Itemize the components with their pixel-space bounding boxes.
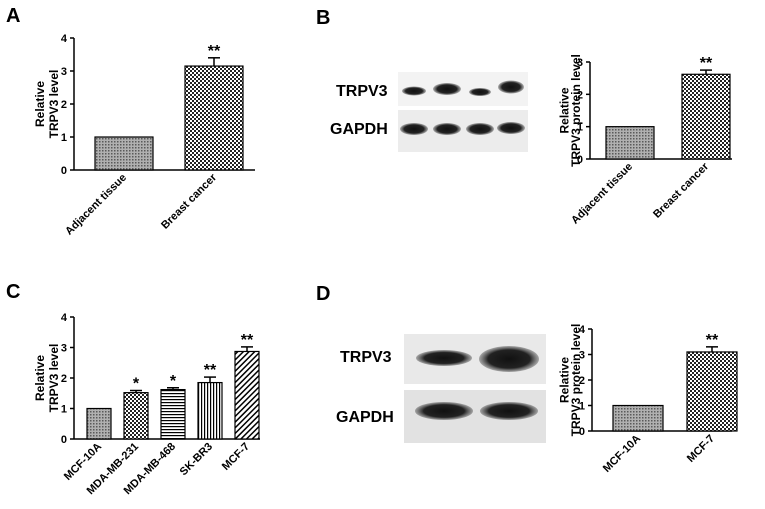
y-tick-label-a: 2	[61, 99, 67, 111]
blot-b-trpv3-band	[433, 83, 461, 95]
blot-b-trpv3-band	[498, 80, 524, 94]
y-tick-label-c: 4	[61, 312, 68, 324]
blot-b-gapdh-band	[466, 123, 494, 135]
y-tick-label-a: 0	[61, 165, 67, 177]
blot-d-trpv3-band	[416, 350, 472, 366]
significance-mark-c: *	[133, 376, 140, 393]
category-label-b: Adjacent tissue	[569, 161, 635, 227]
category-label-a: Breast cancer	[159, 171, 219, 231]
y-axis-title-c: RelativeTRPV3 level	[33, 344, 61, 413]
category-label-d: MCF-10A	[601, 433, 643, 475]
blot-b-trpv3-band	[402, 86, 426, 96]
y-tick-label-c: 2	[61, 373, 67, 385]
western-blot-b: TRPV3 GAPDH	[330, 72, 528, 152]
blot-b-gapdh-band	[400, 123, 428, 135]
bar-b	[681, 73, 731, 160]
y-axis-title-a: RelativeTRPV3 level	[33, 70, 61, 139]
y-tick-label-d: 4	[579, 324, 586, 336]
western-blot-d: TRPV3 GAPDH	[336, 334, 546, 443]
blot-d-trpv3-label: TRPV3	[340, 349, 392, 366]
significance-mark-d: **	[706, 332, 719, 349]
y-tick-label-d: 1	[579, 401, 585, 413]
bar-c	[197, 381, 223, 440]
panel-label-c: C	[6, 281, 20, 303]
category-label-c: MCF-7	[220, 441, 252, 473]
y-tick-label-a: 3	[61, 66, 67, 78]
y-tick-label-a: 1	[61, 132, 67, 144]
significance-mark-b: **	[700, 55, 713, 72]
y-axis-title-d: RelativeTRPV3 protein level	[558, 324, 584, 437]
category-label-a: Adjacent tissue	[63, 172, 129, 238]
category-label-b: Breast cancer	[651, 160, 711, 220]
bar-c	[160, 388, 186, 440]
y-tick-label-d: 3	[579, 350, 585, 362]
panel-label-a: A	[6, 5, 20, 27]
panel-label-d: D	[316, 283, 330, 305]
blot-d-gapdh-band	[480, 402, 538, 420]
bar-b	[605, 126, 655, 160]
significance-mark-a: **	[208, 43, 221, 60]
bar-d	[612, 404, 664, 432]
blot-d-gapdh-band	[415, 402, 473, 420]
y-tick-label-b: 3	[577, 57, 583, 69]
blot-b-gapdh-label: GAPDH	[330, 121, 388, 138]
y-tick-label-b: 1	[577, 122, 583, 134]
bar-a	[94, 136, 154, 171]
bar-a	[184, 65, 244, 171]
y-tick-label-c: 3	[61, 343, 67, 355]
blot-d-gapdh-label: GAPDH	[336, 409, 394, 426]
significance-mark-c: **	[241, 332, 254, 349]
category-label-c: SK-BR3	[178, 441, 215, 478]
bar-c	[86, 407, 112, 440]
y-tick-label-a: 4	[61, 33, 68, 45]
chart-panel-a: 0 1 2 3 4 RelativeTRPV3 level Adjacent tissue *…	[33, 33, 255, 238]
category-label-d: MCF-7	[685, 433, 717, 465]
y-tick-label-d: 2	[579, 375, 585, 387]
y-tick-label-d: 0	[579, 426, 585, 438]
blot-b-gapdh-band	[497, 122, 525, 134]
significance-mark-c: *	[170, 373, 177, 390]
bar-c	[234, 350, 260, 440]
blot-b-trpv3-band	[469, 88, 491, 96]
y-tick-label-c: 1	[61, 404, 67, 416]
blot-b-trpv3-label: TRPV3	[336, 83, 388, 100]
blot-d-trpv3-band	[479, 346, 539, 372]
bar-c	[123, 392, 149, 440]
panel-label-b: B	[316, 7, 330, 29]
y-tick-label-b: 0	[577, 154, 583, 166]
significance-mark-c: **	[204, 362, 217, 379]
bar-d	[686, 351, 738, 432]
y-axis-title-b: RelativeTRPV3 protein level	[558, 54, 584, 167]
blot-b-gapdh-band	[433, 123, 461, 135]
y-tick-label-b: 2	[577, 89, 583, 101]
y-tick-label-c: 0	[61, 434, 67, 446]
